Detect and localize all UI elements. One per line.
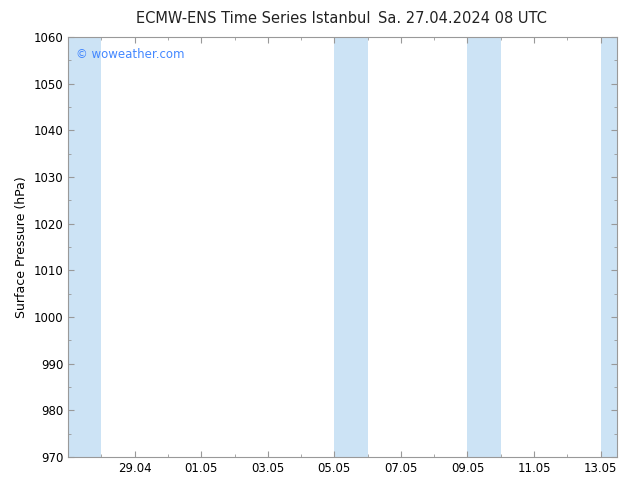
- Bar: [467, 37, 501, 457]
- Bar: [600, 37, 618, 457]
- Bar: [334, 37, 368, 457]
- Bar: [68, 37, 101, 457]
- Text: © woweather.com: © woweather.com: [77, 48, 185, 61]
- Y-axis label: Surface Pressure (hPa): Surface Pressure (hPa): [15, 176, 28, 318]
- Text: ECMW-ENS Time Series Istanbul: ECMW-ENS Time Series Istanbul: [136, 11, 371, 26]
- Text: Sa. 27.04.2024 08 UTC: Sa. 27.04.2024 08 UTC: [378, 11, 547, 26]
